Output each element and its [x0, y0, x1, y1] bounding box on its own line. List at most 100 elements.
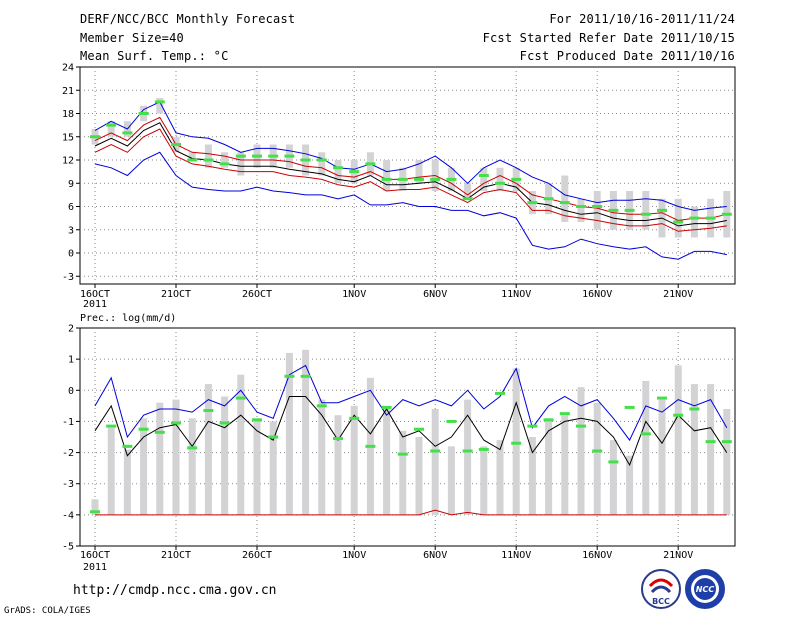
grads-credit: GrADS: COLA/IGES	[4, 606, 91, 616]
temp-observed-marker	[316, 158, 327, 162]
prec-series-mean	[94, 396, 728, 467]
variable-label: Mean Surf. Temp.: °C	[80, 49, 229, 63]
forecast-started: Fcst Started Refer Date 2011/10/15	[482, 31, 735, 45]
prec-observed-marker	[122, 444, 133, 448]
bcc-logo-text: BCC	[652, 597, 670, 606]
prec-ytick-label: -4	[62, 510, 74, 521]
prec-observed-marker	[268, 435, 279, 439]
temp-observed-marker	[397, 177, 408, 181]
prec-ensemble-box	[707, 384, 715, 515]
prec-ensemble-box	[609, 440, 617, 515]
prec-observed-marker	[527, 424, 538, 428]
prec-ensemble-box	[415, 437, 423, 515]
prec-observed-marker	[349, 416, 360, 420]
temp-observed-marker	[219, 162, 230, 166]
temp-xtick-label: 11NOV	[501, 289, 531, 300]
temp-ensemble-box	[221, 152, 229, 168]
temp-ytick-label: 21	[62, 86, 74, 97]
prec-xtick-label: 11NOV	[501, 550, 531, 561]
prec-xtick-label: 6NOV	[423, 550, 447, 561]
prec-observed-marker	[138, 427, 149, 431]
prec-ensemble-box	[464, 399, 472, 515]
prec-observed-marker	[171, 421, 181, 425]
prec-ensemble-box	[334, 415, 342, 515]
temp-ytick-label: 18	[62, 109, 74, 120]
prec-observed-marker	[219, 421, 230, 425]
prec-observed-marker	[235, 396, 246, 400]
temp-ytick-label: 12	[62, 156, 74, 167]
prec-ensemble-box	[545, 418, 553, 515]
temp-observed-marker	[721, 212, 732, 216]
temp-ensemble-box	[188, 152, 196, 160]
source-url[interactable]: http://cmdp.ncc.cma.gov.cn	[73, 583, 277, 598]
temp-xtick-label: 26OCT	[242, 289, 272, 300]
prec-observed-marker	[624, 405, 635, 409]
temp-ensemble-box	[237, 152, 245, 176]
prec-ensemble-box	[188, 418, 196, 515]
temp-observed-marker	[381, 177, 392, 181]
temp-observed-marker	[300, 158, 311, 162]
prec-ensemble-box	[156, 402, 164, 515]
temp-ensemble-box	[334, 160, 342, 184]
temp-observed-marker	[154, 100, 165, 104]
prec-ensemble-box	[512, 368, 520, 515]
prec-ytick-label: -2	[62, 448, 74, 459]
prec-ensemble-box	[350, 405, 358, 515]
prec-xtick-label: 21NOV	[663, 550, 693, 561]
chart-title: DERF/NCC/BCC Monthly Forecast	[80, 12, 296, 26]
prec-ensemble-box	[302, 349, 310, 515]
prec-ensemble-box	[221, 396, 229, 515]
prec-observed-marker	[640, 432, 651, 436]
temp-observed-marker	[657, 208, 667, 212]
prec-ytick-label: 0	[68, 386, 74, 397]
temp-observed-marker	[592, 205, 603, 208]
prec-observed-marker	[430, 449, 441, 453]
prec-title: Prec.: log(mm/d)	[80, 313, 176, 324]
prec-ensemble-box	[383, 405, 391, 515]
prec-observed-marker	[381, 405, 392, 409]
prec-observed-marker	[576, 424, 586, 428]
prec-ensemble-box	[447, 446, 455, 515]
temp-xtick-label: 16NOV	[582, 289, 612, 300]
prec-ensemble-box	[269, 421, 277, 515]
temp-observed-marker	[122, 131, 133, 135]
prec-ensemble-box	[642, 380, 650, 515]
prec-ensemble-box	[204, 384, 212, 515]
prec-observed-marker	[721, 440, 732, 444]
prec-ensemble-box	[431, 408, 439, 515]
temp-ensemble-box	[318, 152, 326, 176]
temp-ensemble-box	[674, 198, 682, 238]
bcc-logo: BCC	[640, 568, 682, 610]
temp-observed-marker	[106, 123, 117, 127]
prec-ensemble-box	[172, 399, 180, 515]
prec-observed-marker	[397, 452, 408, 456]
prec-xtick-label: 26OCT	[242, 550, 272, 561]
prec-ensemble-box	[399, 430, 407, 515]
temp-series-lower	[94, 128, 727, 232]
temp-observed-marker	[414, 177, 424, 181]
temp-observed-marker	[235, 154, 246, 158]
temp-observed-marker	[446, 177, 457, 181]
temp-xtick-label: 1NOV	[342, 289, 366, 300]
temp-xtick-label: 16OCT	[80, 289, 110, 300]
temp-observed-marker	[187, 158, 198, 162]
prec-ensemble-box	[690, 384, 698, 515]
prec-xtick-label: 21OCT	[161, 550, 191, 561]
temp-ytick-label: 24	[62, 63, 74, 74]
prec-observed-marker	[300, 374, 311, 378]
prec-ensemble-box	[123, 449, 131, 515]
prec-ensemble-box	[318, 399, 326, 515]
prec-series-lower	[95, 509, 727, 516]
temp-observed-marker	[511, 177, 522, 181]
temp-observed-marker	[559, 201, 570, 205]
prec-observed-marker	[284, 374, 295, 378]
temp-series-upper	[94, 116, 727, 222]
prec-ensemble-box	[577, 387, 585, 515]
temp-ensemble-box	[690, 206, 698, 238]
prec-observed-marker	[705, 440, 716, 444]
prec-ensemble-box	[253, 418, 261, 515]
temp-xtick-label: 21NOV	[663, 289, 693, 300]
prec-ensemble-box	[140, 418, 148, 515]
prec-observed-marker	[478, 447, 489, 451]
prec-observed-marker	[511, 441, 522, 445]
